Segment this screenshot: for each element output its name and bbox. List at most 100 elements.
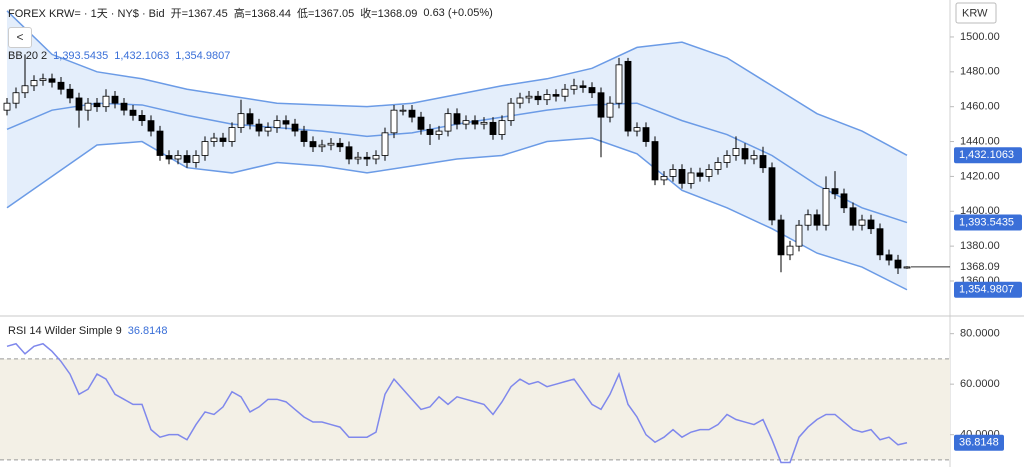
candle-body	[399, 109, 407, 112]
ohlc-item: 收=1368.09	[360, 5, 417, 21]
candle-body	[669, 169, 677, 177]
candle-body	[273, 120, 281, 129]
candle-body	[741, 148, 749, 160]
value-box-label: 1,432.1063	[959, 149, 1014, 161]
rsi-value: 36.8148	[127, 325, 168, 337]
candle-body	[606, 102, 614, 118]
candle-body	[498, 120, 506, 135]
candle-body	[12, 92, 20, 104]
ohlc-label: 低=	[296, 8, 315, 20]
ohlc-value: 1367.05	[314, 8, 355, 20]
ohlc-label: 高=	[233, 8, 252, 20]
candle-body	[417, 116, 425, 130]
candle-body	[462, 120, 470, 125]
candle-body	[813, 214, 821, 226]
candle-body	[894, 259, 902, 269]
candle-body	[390, 109, 398, 134]
bb-value: 1,354.9807	[175, 50, 231, 62]
candle-body	[111, 95, 119, 104]
candle-body	[795, 224, 803, 247]
bb-value: 1,432.1063	[114, 50, 170, 62]
ohlc-item: 开=1367.45	[171, 5, 228, 21]
value-box-label: 1,393.5435	[959, 216, 1014, 228]
candle-body	[732, 148, 740, 156]
rsi-line	[6, 342, 908, 464]
candle-body	[3, 102, 11, 111]
candle-body	[84, 102, 92, 111]
candle-body	[579, 85, 587, 88]
candle-body	[678, 169, 686, 184]
candle-body	[903, 266, 911, 269]
rsi-band	[0, 358, 950, 460]
candle-body	[75, 97, 83, 111]
candle-body	[246, 113, 254, 125]
candle-body	[822, 188, 830, 226]
candle-body	[588, 87, 596, 94]
candle-body	[570, 85, 578, 90]
candle-body	[318, 144, 326, 148]
candle-body	[39, 78, 47, 81]
y-tick-label: 1380.00	[960, 240, 1000, 252]
ohlc-value: 1368.44	[251, 8, 291, 20]
candle-body	[453, 113, 461, 125]
y-tick-label: 1460.00	[960, 101, 1000, 113]
candle-body	[561, 88, 569, 97]
candle-body	[534, 95, 542, 101]
candle-body	[264, 127, 272, 132]
rsi-legend: RSI 14 Wilder Simple 9 36.8148	[8, 325, 167, 337]
candle-body	[597, 92, 605, 118]
candle-body	[831, 188, 839, 195]
candle-body	[372, 155, 380, 160]
candle-body	[804, 214, 812, 226]
candle-body	[228, 127, 236, 142]
bb-value: 1,393.5435	[53, 50, 109, 62]
candle-body	[750, 155, 758, 160]
y-tick-label: 1480.00	[960, 66, 1000, 78]
candle-body	[93, 102, 101, 108]
rsi-pane	[0, 342, 950, 464]
main-pane	[3, 10, 911, 291]
bb-legend: BB 20 2 1,393.5435 1,432.1063 1,354.9807	[8, 50, 230, 62]
candle-body	[768, 167, 776, 221]
value-box	[954, 281, 1022, 298]
candle-body	[426, 128, 434, 135]
last-price: 1368.09	[960, 261, 1000, 273]
candle-body	[525, 95, 533, 99]
ohlc-value: 1368.09	[377, 8, 418, 20]
change: 0.63 (+0.05%)	[423, 7, 493, 19]
candle-body	[300, 130, 308, 142]
candle-body	[543, 94, 551, 101]
candle-body	[660, 176, 668, 181]
candle-body	[327, 142, 335, 146]
value-box	[954, 214, 1022, 231]
candle-body	[840, 193, 848, 209]
ohlc-value: 1367.45	[188, 8, 228, 20]
candle-body	[66, 88, 74, 99]
candle-body	[363, 156, 371, 160]
currency-box[interactable]	[955, 2, 997, 24]
header-title: FOREX KRW= · 1天 · NY$ · Bid	[8, 8, 165, 20]
candle-body	[309, 141, 317, 148]
candle-body	[444, 113, 452, 132]
candle-body	[354, 156, 362, 160]
candle-body	[759, 155, 767, 169]
candle-body	[21, 85, 29, 94]
candle-body	[723, 155, 731, 163]
candle-body	[552, 94, 560, 97]
y-tick-label: 80.0000	[960, 328, 1000, 340]
candle-body	[687, 172, 695, 184]
rsi-name: RSI 14 Wilder Simple 9	[8, 325, 122, 337]
band-fill	[7, 10, 907, 290]
candle-body	[30, 80, 38, 87]
currency-label[interactable]: KRW	[962, 7, 988, 19]
back-button[interactable]: <	[8, 27, 32, 48]
ohlc-item: 低=1367.05	[297, 5, 354, 21]
candle-body	[201, 141, 209, 156]
candle-body	[336, 142, 344, 148]
y-tick-label: 1400.00	[960, 205, 1000, 217]
candle-body	[192, 155, 200, 163]
y-tick-label: 1440.00	[960, 135, 1000, 147]
candle-body	[849, 207, 857, 226]
candle-body	[102, 95, 110, 108]
